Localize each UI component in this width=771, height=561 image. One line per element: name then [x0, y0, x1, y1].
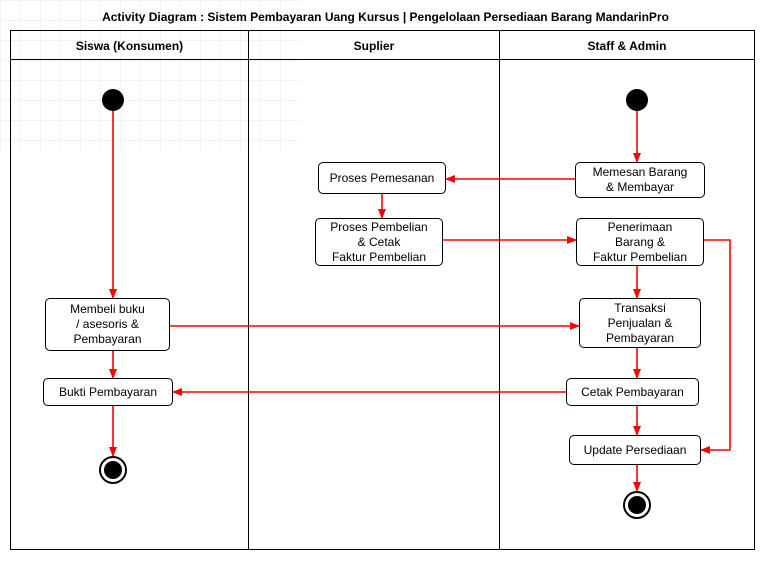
activity-bukti: Bukti Pembayaran: [43, 378, 173, 406]
activity-update: Update Persediaan: [569, 435, 701, 465]
lane-header-suplier: Suplier: [249, 30, 499, 60]
lane-suplier: Suplier: [248, 30, 500, 550]
start-node-start_staff: [626, 89, 648, 111]
lane-staff: Staff & Admin: [500, 30, 755, 550]
start-node-start_siswa: [102, 89, 124, 111]
activity-memesan: Memesan Barang& Membayar: [575, 162, 705, 198]
lane-siswa: Siswa (Konsumen): [10, 30, 248, 550]
activity-proses_pemesanan: Proses Pemesanan: [318, 162, 446, 194]
activity-proses_pembelian: Proses Pembelian& CetakFaktur Pembelian: [315, 218, 443, 266]
lane-header-siswa: Siswa (Konsumen): [11, 30, 248, 60]
activity-transaksi: TransaksiPenjualan &Pembayaran: [579, 298, 701, 348]
diagram-title: Activity Diagram : Sistem Pembayaran Uan…: [0, 10, 771, 24]
activity-penerimaan: PenerimaanBarang &Faktur Pembelian: [576, 218, 704, 266]
activity-diagram: Activity Diagram : Sistem Pembayaran Uan…: [0, 0, 771, 561]
activity-membeli: Membeli buku/ asesoris &Pembayaran: [45, 298, 170, 351]
lane-header-staff: Staff & Admin: [500, 30, 754, 60]
end-node-end_siswa: [99, 456, 127, 484]
end-node-end_staff: [623, 491, 651, 519]
activity-cetak: Cetak Pembayaran: [566, 378, 699, 406]
